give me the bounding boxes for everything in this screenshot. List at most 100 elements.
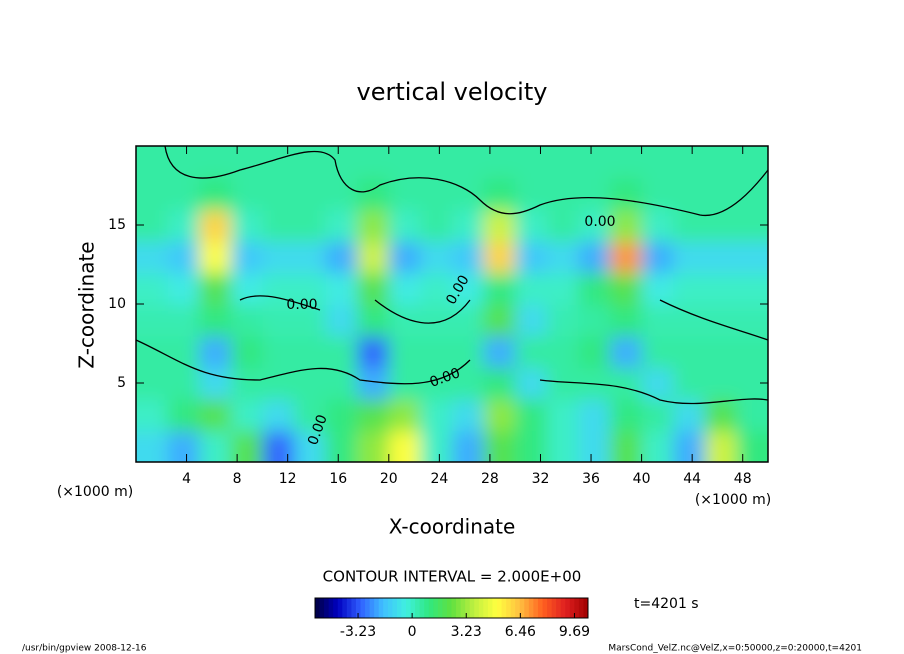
heat-cell <box>357 177 390 211</box>
heat-cell <box>420 240 453 274</box>
heat-cell <box>673 398 706 432</box>
heat-cell <box>483 177 517 211</box>
contour-line <box>239 295 768 341</box>
heat-cell <box>199 177 232 211</box>
contour-interval: CONTOUR INTERVAL = 2.000E+00 <box>323 568 582 586</box>
heat-cell <box>294 240 327 274</box>
heat-cell <box>199 304 232 337</box>
heat-cell <box>167 177 201 211</box>
heat-cell <box>136 335 169 369</box>
heat-cell <box>546 367 580 400</box>
heat-cell <box>610 430 643 462</box>
heat-cell <box>388 272 422 305</box>
heat-cell <box>262 209 295 242</box>
heat-cell <box>230 430 264 462</box>
colorbar-swatch <box>355 598 361 618</box>
colorbar-swatch <box>537 598 543 618</box>
heat-cell <box>262 398 295 432</box>
colorbar-swatch <box>337 598 343 618</box>
heat-cell <box>420 304 453 337</box>
colorbar-swatch <box>351 598 357 618</box>
heat-cell <box>262 335 295 369</box>
heat-cell <box>199 335 232 369</box>
colorbar-tick-label: 9.69 <box>559 624 590 640</box>
cells <box>136 146 768 462</box>
colorbar-swatch <box>524 598 530 618</box>
colorbar-swatch <box>560 598 566 618</box>
x-tick-label: 32 <box>532 471 550 487</box>
x-tick-label: 4 <box>182 471 191 487</box>
heat-cell <box>673 304 706 337</box>
colorbar-swatch <box>542 598 548 618</box>
heat-cell <box>704 177 738 211</box>
colorbar-swatch <box>510 598 516 618</box>
x-axis-label: X-coordinate <box>389 515 516 539</box>
heat-cell <box>420 398 453 432</box>
heat-cell <box>167 304 201 337</box>
heat-cell <box>199 430 232 462</box>
x-tick-label: 28 <box>481 471 499 487</box>
heat-cell <box>483 335 517 369</box>
colorbar-swatch <box>428 598 434 618</box>
y-axis-label: Z-coordinate <box>75 241 99 368</box>
heat-cell <box>167 367 201 400</box>
colorbar-swatch <box>446 598 452 618</box>
heat-cell <box>641 335 675 369</box>
heat-cell <box>325 335 359 369</box>
heat-cell <box>546 398 580 432</box>
heat-cell <box>420 272 453 305</box>
heat-cell <box>610 146 643 179</box>
heat-cell <box>578 209 611 242</box>
heat-cell <box>420 177 453 211</box>
heat-cell <box>357 209 390 242</box>
colorbar-swatch <box>583 598 589 618</box>
y-tick-label: 10 <box>108 296 126 312</box>
heat-cell <box>610 398 643 432</box>
heat-cell <box>294 146 327 179</box>
colorbar-swatch <box>456 598 462 618</box>
heat-cell <box>578 240 611 274</box>
colorbar-swatch <box>451 598 457 618</box>
heat-cell <box>704 209 738 242</box>
heat-cell <box>546 335 580 369</box>
colorbar-swatch <box>401 598 407 618</box>
heat-cell <box>420 209 453 242</box>
colorbar-swatch <box>547 598 553 618</box>
heat-cell <box>199 240 232 274</box>
heat-cell <box>641 304 675 337</box>
heat-cell <box>262 304 295 337</box>
heat-cell <box>578 430 611 462</box>
heat-cell <box>230 272 264 305</box>
heat-cell <box>483 272 517 305</box>
heat-cell <box>325 209 359 242</box>
heat-cell <box>388 430 422 462</box>
heat-cell <box>230 209 264 242</box>
heat-cell <box>704 398 738 432</box>
heat-cell <box>578 272 611 305</box>
colorbar-swatch <box>469 598 475 618</box>
heat-cell <box>515 335 548 369</box>
colorbar-swatch <box>383 598 389 618</box>
heat-cell <box>167 430 201 462</box>
heat-cell <box>736 335 768 369</box>
heat-cell <box>515 367 548 400</box>
colorbar-swatch <box>333 598 339 618</box>
colorbar-swatch <box>433 598 439 618</box>
heat-cell <box>641 240 675 274</box>
heat-cell <box>262 430 295 462</box>
x-tick-label: 20 <box>380 471 398 487</box>
heat-cell <box>357 367 390 400</box>
heat-cell <box>325 272 359 305</box>
colorbar-swatch <box>487 598 493 618</box>
heat-cell <box>610 272 643 305</box>
heat-cell <box>483 304 517 337</box>
heat-cell <box>673 430 706 462</box>
heat-cell <box>673 209 706 242</box>
heat-cell <box>673 367 706 400</box>
heat-cell <box>515 177 548 211</box>
heat-cell <box>199 272 232 305</box>
heat-cell <box>704 335 738 369</box>
heat-cell <box>704 272 738 305</box>
heat-cell <box>578 304 611 337</box>
heat-cell <box>388 240 422 274</box>
